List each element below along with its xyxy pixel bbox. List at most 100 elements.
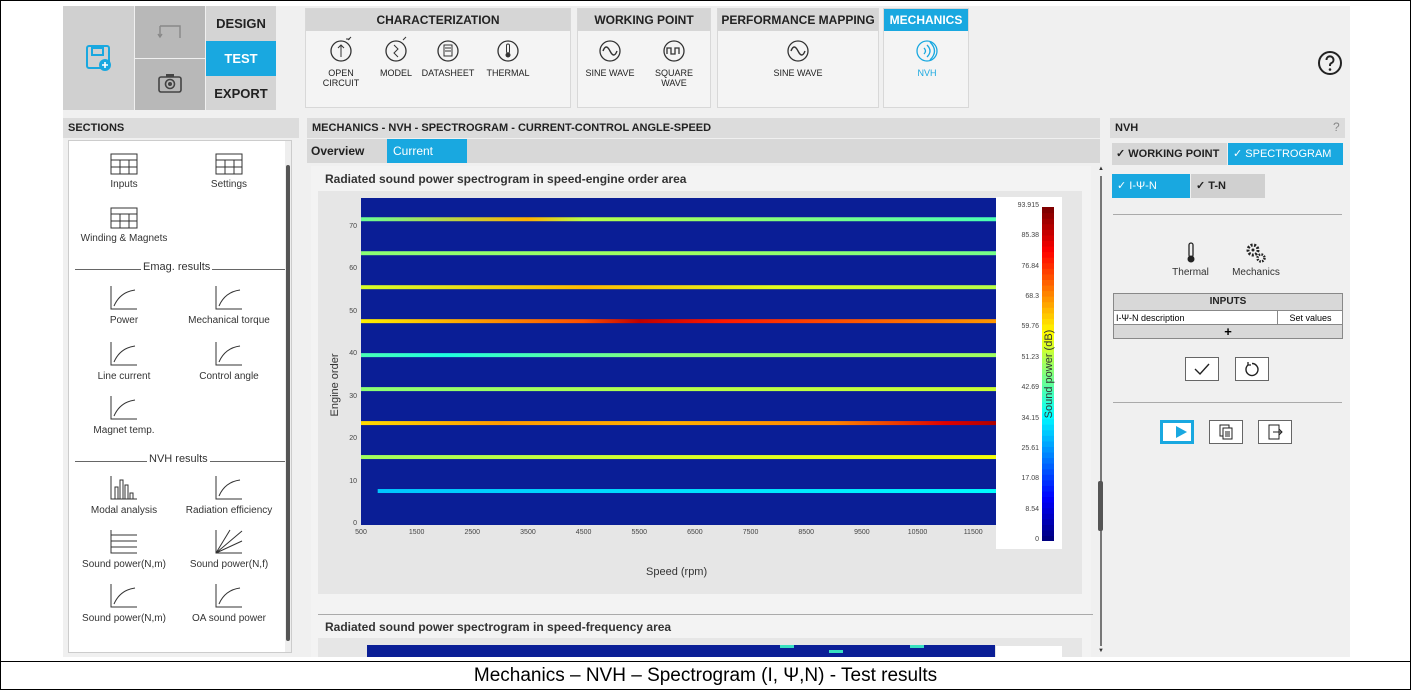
colorbar-segment [1042, 463, 1054, 470]
save-area[interactable] [63, 6, 134, 110]
nvh-sound-icon [916, 40, 938, 62]
section-label: OA sound power [192, 613, 266, 624]
section-inputs[interactable]: Inputs [69, 153, 179, 190]
section-label: Mechanical torque [188, 315, 270, 326]
colorbar-segment [1042, 351, 1054, 358]
emag-results-label: Emag. results [141, 261, 213, 273]
section-control-angle[interactable]: Control angle [174, 341, 284, 382]
colorbar-segment [1042, 273, 1054, 280]
tab-overview[interactable]: Overview [311, 144, 365, 158]
colorbar-segment [1042, 479, 1054, 486]
inputs-row[interactable]: I-Ψ-N description Set values [1114, 310, 1343, 325]
sections-scrollbar[interactable] [285, 141, 291, 652]
main-title: MECHANICS - NVH - SPECTROGRAM - CURRENT-… [307, 118, 1100, 138]
run-button[interactable] [1160, 420, 1194, 444]
section-radiation-efficiency[interactable]: Radiation efficiency [174, 475, 284, 516]
nav-design-button[interactable]: DESIGN [206, 6, 276, 41]
subtab-i-psi-n[interactable]: ✓ I-Ψ-N [1112, 174, 1190, 198]
tool-datasheet[interactable]: DATASHEET [418, 36, 478, 78]
open-circuit-icon [330, 36, 352, 62]
validate-button[interactable] [1185, 357, 1219, 381]
colorbar-segment [1042, 529, 1054, 537]
colorbar-segment [1042, 268, 1054, 275]
section-winding-magnets[interactable]: Winding & Magnets [69, 207, 179, 244]
colorbar-segment [1042, 329, 1054, 336]
export-button[interactable] [1258, 420, 1292, 444]
engine-order-line [361, 285, 1001, 290]
tool-label: SINE WAVE [773, 68, 823, 78]
section-label: Line current [97, 371, 151, 382]
colorbar-segment [1042, 335, 1054, 342]
horizontal-lines-icon [110, 530, 137, 554]
section-power[interactable]: Power [69, 285, 179, 326]
sections-scroll-thumb[interactable] [286, 165, 290, 641]
colorbar-segment [1042, 257, 1054, 264]
inputs-add-button[interactable]: + [1114, 324, 1342, 339]
colorbar-segment [1042, 424, 1054, 431]
sine-wave-icon [787, 40, 809, 62]
section-magnet-temp[interactable]: Magnet temp. [69, 395, 179, 436]
colorbar-segment [1042, 446, 1054, 453]
subtab-t-n[interactable]: ✓ T-N [1191, 174, 1265, 198]
undo-area[interactable] [135, 6, 205, 58]
reset-button[interactable] [1235, 357, 1269, 381]
x-tick-label: 5500 [631, 529, 648, 536]
section-modal-analysis[interactable]: Modal analysis [69, 475, 179, 516]
document-copy-icon [1219, 424, 1233, 440]
colorbar-segment [1042, 368, 1054, 375]
mechanics-option[interactable]: Mechanics [1226, 242, 1286, 278]
tool-sine-wave[interactable]: SINE WAVE [580, 36, 640, 78]
line-chart-icon [215, 342, 242, 366]
tab-spectrogram[interactable]: ✓ SPECTROGRAM [1228, 143, 1343, 165]
tool-thermal[interactable]: THERMAL [478, 36, 538, 78]
camera-icon[interactable] [157, 72, 183, 94]
diagonal-lines-icon [215, 529, 243, 554]
colorbar-segment [1042, 346, 1054, 353]
colorbar-segment [1042, 251, 1054, 258]
section-settings[interactable]: Settings [174, 153, 284, 190]
undo-arrow-icon[interactable] [155, 22, 185, 42]
section-line-current[interactable]: Line current [69, 341, 179, 382]
line-chart-icon [110, 584, 137, 608]
chart2-mark [829, 650, 843, 653]
tool-square-wave[interactable]: SQUARE WAVE [644, 36, 704, 88]
nav-export-button[interactable]: EXPORT [206, 76, 276, 110]
tab-working-point[interactable]: ✓ WORKING POINT [1112, 143, 1227, 165]
application-window: DESIGN TEST EXPORT CHARACTERIZATION OPEN… [63, 6, 1350, 657]
section-label: Settings [210, 179, 248, 190]
screenshot-area[interactable] [135, 59, 205, 110]
section-sound-power-nf[interactable]: Sound power(N,f) [174, 529, 284, 570]
tool-perf-sine-wave[interactable]: SINE WAVE [768, 36, 828, 78]
colorbar-segment [1042, 390, 1054, 397]
sections-header: SECTIONS [63, 118, 299, 138]
tab-current[interactable]: Current [387, 139, 467, 163]
main-scrollbar-up[interactable]: ▲ [1098, 166, 1104, 172]
tool-nvh[interactable]: NVH [897, 36, 957, 78]
engine-order-line [377, 489, 1001, 494]
section-mechanical-torque[interactable]: Mechanical torque [174, 285, 284, 326]
y-tick-label: 20 [349, 435, 357, 443]
thermal-option[interactable]: Thermal [1168, 242, 1213, 278]
tool-model[interactable]: MODEL [371, 36, 421, 78]
copy-report-button[interactable] [1209, 420, 1243, 444]
help-icon[interactable] [1317, 50, 1343, 76]
set-values-button[interactable]: Set values [1277, 311, 1343, 325]
chart2-colorbar-box [996, 646, 1062, 657]
tool-label: SINE WAVE [585, 68, 635, 78]
save-icon[interactable] [85, 44, 113, 72]
colorbar-segment [1042, 362, 1054, 370]
main-scrollbar[interactable]: ▲ ▼ [1097, 166, 1105, 657]
section-oa-sound-power[interactable]: OA sound power [174, 583, 284, 624]
nvh-help-mark[interactable]: ? [1333, 120, 1340, 134]
colorbar-segment [1042, 385, 1054, 392]
tool-open-circuit[interactable]: OPEN CIRCUIT [311, 36, 371, 88]
main-scroll-track[interactable] [1100, 176, 1102, 646]
colorbar-tick-label: 8.54 [1025, 505, 1039, 513]
colorbar-segment [1042, 262, 1054, 269]
main-scrollbar-down[interactable]: ▼ [1098, 648, 1104, 654]
nav-test-button[interactable]: TEST [206, 41, 276, 76]
main-scroll-thumb[interactable] [1098, 481, 1103, 531]
section-sound-power-nm-2[interactable]: Sound power(N,m) [69, 583, 179, 624]
colorbar-segment [1042, 502, 1054, 509]
section-sound-power-nm[interactable]: Sound power(N,m) [69, 529, 179, 570]
